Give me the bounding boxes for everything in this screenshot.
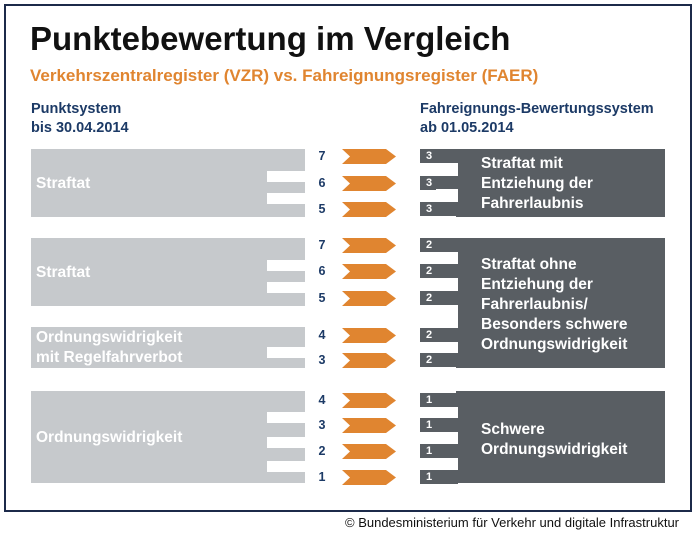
left-notch xyxy=(267,260,305,271)
old-points-label: 7 xyxy=(318,238,326,252)
right-block-straftat-entziehung xyxy=(456,149,665,217)
left-notch xyxy=(267,171,305,182)
left-notch xyxy=(267,461,305,472)
left-label-owi-fahrverbot-line1: Ordnungswidrigkeit xyxy=(36,329,183,346)
figure-title: Punktebewertung im Vergleich xyxy=(30,20,511,57)
new-points-label: 2 xyxy=(420,353,438,367)
old-points-label: 7 xyxy=(318,149,326,163)
mapping-arrow xyxy=(342,238,396,253)
mapping-arrow xyxy=(342,291,396,306)
left-notch xyxy=(267,412,305,423)
right-label-schwere-owi: Schwere Ordnungswidrigkeit xyxy=(481,420,627,460)
left-block-owi xyxy=(31,391,305,483)
old-points-label: 4 xyxy=(318,393,326,407)
right-header: Fahreignungs-Bewertungssystem ab 01.05.2… xyxy=(420,100,654,138)
new-points-label: 2 xyxy=(420,328,438,342)
right-label-line: Besonders schwere xyxy=(481,316,628,333)
mapping-arrow xyxy=(342,353,396,368)
left-header-line1: Punktsystem xyxy=(31,101,122,117)
old-points-label: 6 xyxy=(318,176,326,190)
mapping-arrow xyxy=(342,470,396,485)
new-points-label: 3 xyxy=(420,202,438,216)
left-label-straftat-1: Straftat xyxy=(36,175,91,192)
copyright-notice: © Bundesministerium für Verkehr und digi… xyxy=(345,515,680,530)
right-label-line: Schwere xyxy=(481,421,545,438)
new-points-label: 3 xyxy=(420,176,438,190)
right-notch xyxy=(436,163,458,176)
mapping-arrow xyxy=(342,328,396,343)
new-points-label: 2 xyxy=(420,291,438,305)
new-points-label: 1 xyxy=(420,470,438,484)
left-label-straftat-2: Straftat xyxy=(36,264,91,281)
left-header-line2: bis 30.04.2014 xyxy=(31,120,129,136)
old-points-label: 1 xyxy=(318,470,326,484)
mapping-arrow xyxy=(342,202,396,217)
new-points-label: 2 xyxy=(420,264,438,278)
right-header-line1: Fahreignungs-Bewertungssystem xyxy=(420,101,654,117)
new-points-label: 2 xyxy=(420,238,438,252)
new-points-label: 1 xyxy=(420,444,438,458)
mapping-arrow xyxy=(342,418,396,433)
left-notch xyxy=(267,437,305,448)
left-notch xyxy=(267,193,305,204)
right-header-line2: ab 01.05.2014 xyxy=(420,120,514,136)
right-block-straftat-ohne-entziehung xyxy=(456,238,665,368)
old-points-label: 6 xyxy=(318,264,326,278)
left-block-owi-fahrverbot xyxy=(31,327,305,368)
mapping-arrow xyxy=(342,149,396,164)
right-notch xyxy=(436,342,458,353)
old-points-label: 5 xyxy=(318,202,326,216)
figure-subtitle: Verkehrszentralregister (VZR) vs. Fahrei… xyxy=(30,66,539,85)
right-label-line: Straftat ohne xyxy=(481,256,577,273)
right-block-schwere-owi xyxy=(456,391,665,483)
right-label-line: Ordnungswidrigkeit xyxy=(481,336,628,353)
new-points-label: 3 xyxy=(420,149,438,163)
right-notch xyxy=(436,278,458,291)
old-points-label: 5 xyxy=(318,291,326,305)
new-points-label: 1 xyxy=(420,393,438,407)
right-notch xyxy=(436,407,458,418)
right-label-line: Ordnungswidrigkeit xyxy=(481,441,628,458)
left-label-owi-fahrverbot-line2: mit Regelfahrverbot xyxy=(36,349,183,366)
left-label-owi: Ordnungswidrigkeit xyxy=(36,429,183,446)
right-label-line: Fahrerlaubnis/ xyxy=(481,296,588,313)
old-points-label: 2 xyxy=(318,444,326,458)
mapping-arrow xyxy=(342,444,396,459)
old-points-label: 4 xyxy=(318,328,326,342)
old-points-label: 3 xyxy=(318,353,326,367)
right-notch xyxy=(436,432,458,444)
left-label-owi-fahrverbot: Ordnungswidrigkeit mit Regelfahrverbot xyxy=(36,328,182,368)
right-label-line: Straftat mit xyxy=(481,155,563,172)
left-block-straftat-2 xyxy=(31,238,305,306)
right-notch xyxy=(436,252,458,264)
right-notch xyxy=(436,458,458,470)
right-label-straftat-ohne-entziehung: Straftat ohne Entziehung der Fahrerlaubn… xyxy=(481,255,627,355)
left-notch xyxy=(267,347,305,358)
mapping-arrow xyxy=(342,393,396,408)
left-header: Punktsystem bis 30.04.2014 xyxy=(31,100,129,138)
right-notch xyxy=(436,189,458,202)
right-label-line: Entziehung der xyxy=(481,175,593,192)
right-notch xyxy=(436,305,458,328)
new-points-label: 1 xyxy=(420,418,438,432)
mapping-arrow xyxy=(342,264,396,279)
right-label-line: Fahrerlaubnis xyxy=(481,195,584,212)
left-block-straftat-1 xyxy=(31,149,305,217)
old-points-label: 3 xyxy=(318,418,326,432)
right-label-straftat-entziehung: Straftat mit Entziehung der Fahrerlaubni… xyxy=(481,154,593,214)
mapping-arrow xyxy=(342,176,396,191)
left-notch xyxy=(267,282,305,293)
right-label-line: Entziehung der xyxy=(481,276,593,293)
